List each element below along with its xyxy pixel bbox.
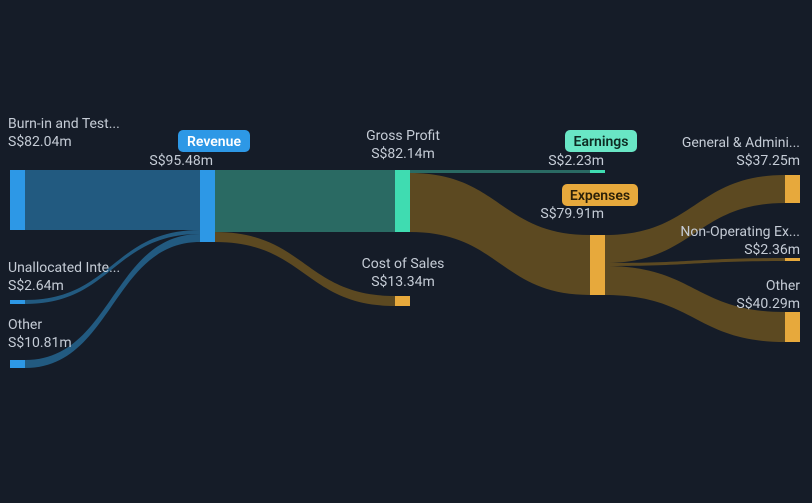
- node-otherexp[interactable]: [785, 312, 800, 342]
- badge-label-earn: Earnings: [574, 134, 629, 150]
- value-unalloc: S$2.64m: [8, 277, 64, 294]
- node-ga[interactable]: [785, 175, 800, 203]
- value-exp: S$79.91m: [540, 205, 604, 222]
- label-cos: Cost of Sales: [362, 256, 445, 272]
- value-burnin: S$82.04m: [8, 133, 72, 150]
- node-revenue[interactable]: [200, 170, 215, 242]
- link-burnin-revenue: [25, 170, 200, 230]
- badge-label-revenue: Revenue: [187, 134, 241, 150]
- value-nonop: S$2.36m: [744, 241, 800, 258]
- labels-layer: Burn-in and Test...S$82.04m Unallocated I…: [8, 116, 800, 351]
- node-burnin[interactable]: [10, 170, 25, 230]
- node-earn[interactable]: [590, 170, 605, 173]
- badge-label-exp: Expenses: [570, 188, 630, 204]
- value-cos: S$13.34m: [371, 273, 435, 290]
- label-gp: Gross Profit: [366, 128, 440, 144]
- value-othersrc: S$10.81m: [8, 334, 72, 351]
- node-exp[interactable]: [590, 235, 605, 295]
- value-otherexp: S$40.29m: [736, 295, 800, 312]
- node-gp[interactable]: [395, 170, 410, 232]
- node-cos[interactable]: [395, 296, 410, 306]
- value-ga: S$37.25m: [736, 152, 800, 169]
- label-nonop: Non-Operating Ex...: [680, 224, 800, 240]
- node-nonop[interactable]: [785, 258, 800, 261]
- value-earn: S$2.23m: [548, 152, 604, 169]
- label-ga: General & Admini...: [682, 135, 800, 151]
- value-gp: S$82.14m: [371, 145, 435, 162]
- sankey-chart: Burn-in and Test...S$82.04m Unallocated I…: [0, 0, 812, 503]
- link-gp-earn: [410, 170, 590, 173]
- value-revenue: S$95.48m: [149, 152, 213, 169]
- node-othersrc[interactable]: [10, 360, 25, 368]
- label-otherexp: Other: [766, 278, 800, 294]
- label-othersrc: Other: [8, 317, 42, 333]
- node-unalloc[interactable]: [10, 300, 25, 304]
- label-unalloc: Unallocated Inte...: [8, 260, 120, 276]
- label-burnin: Burn-in and Test...: [8, 116, 120, 132]
- link-revenue-gp: [215, 170, 395, 232]
